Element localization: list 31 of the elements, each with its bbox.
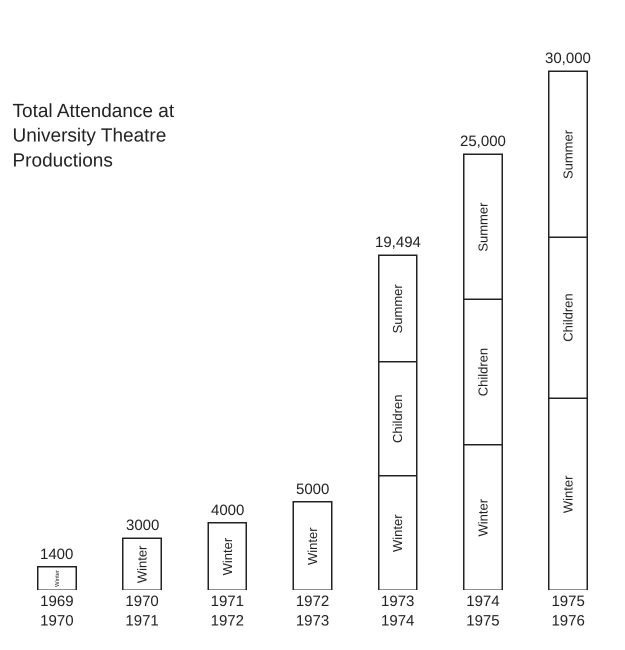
x-tick-label: 1969 1970 [40,593,74,630]
annotation: 5000 [296,481,330,498]
annotation: 30,000 [545,50,591,67]
text: Winter [560,476,576,514]
text: Winter [134,546,150,584]
text: Children [475,348,490,396]
text: Winter [305,527,320,566]
text: Summer [475,202,490,252]
text: Winter [390,514,406,552]
annotation: 1400 [40,546,74,563]
x-tick-label: 1973 1974 [381,593,414,630]
series-label: Children [390,394,406,443]
bar [292,501,332,590]
text: Children [560,293,576,342]
x-tick-label: 1970 1971 [125,593,159,630]
annotation: 4000 [211,502,244,519]
annotation: 25,000 [460,133,506,150]
annotation: 3000 [126,517,160,534]
bar [36,566,77,590]
x-tick-label: 1975 1976 [551,593,585,630]
x-tick-label: 1972 1973 [296,593,330,630]
text: Summer [560,130,576,180]
text: Total Attendance at University Theatre Productions [12,101,175,172]
x-tick-label: 1974 1975 [466,593,500,630]
series-label: Summer [390,284,406,334]
bar [207,522,248,590]
bar [122,537,162,590]
annotation: 19,494 [375,234,421,251]
text: Winter [475,498,490,536]
x-tick-label: 1971 1972 [210,593,244,630]
text: Winter [220,538,235,576]
